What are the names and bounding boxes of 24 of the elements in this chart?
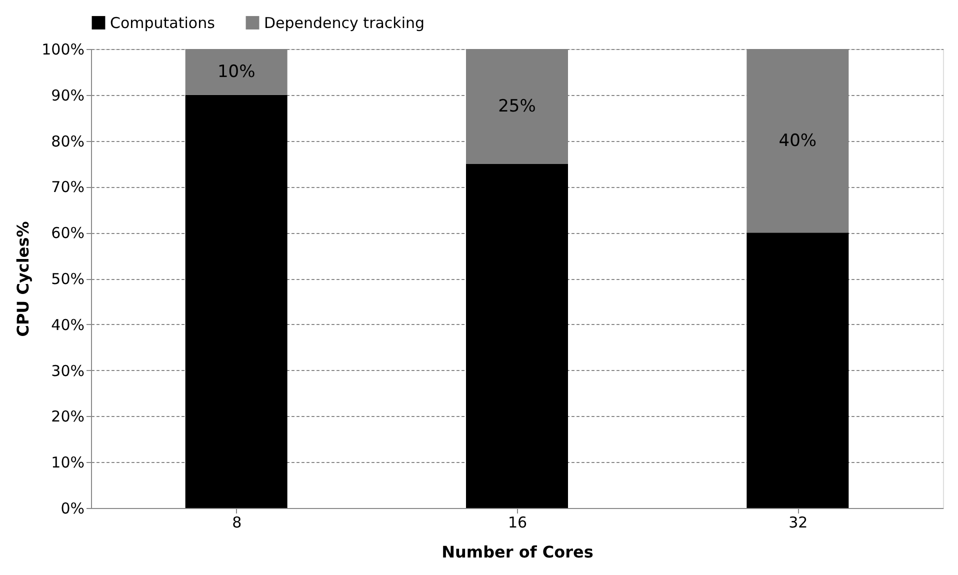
- y-tick-label: 50%: [51, 270, 84, 288]
- bar: [466, 164, 568, 508]
- bar: [185, 94, 288, 508]
- bar: [746, 232, 849, 508]
- y-tick-label: 80%: [51, 132, 84, 150]
- y-tick-label: 20%: [51, 408, 84, 426]
- y-tick-label: 70%: [51, 178, 84, 196]
- x-tick-label: 16: [508, 514, 528, 532]
- x-tick-label: 32: [788, 514, 808, 532]
- x-axis-title: Number of Cores: [442, 542, 594, 562]
- legend-label: Dependency tracking: [264, 14, 425, 32]
- y-tick-label: 100%: [42, 40, 84, 58]
- y-tick-label: 30%: [51, 362, 84, 380]
- y-tick-label: 60%: [51, 224, 84, 242]
- data-label: 25%: [498, 96, 536, 116]
- y-axis-title: CPU Cycles%: [14, 221, 33, 337]
- data-label: 10%: [217, 62, 256, 82]
- x-tick-label: 8: [232, 514, 242, 532]
- data-label: 40%: [778, 130, 817, 151]
- y-tick-label: 40%: [51, 316, 84, 334]
- legend-label: Computations: [110, 14, 216, 32]
- y-tick-label: 0%: [60, 500, 84, 518]
- y-tick-label: 90%: [51, 86, 84, 104]
- y-tick-label: 10%: [51, 454, 84, 472]
